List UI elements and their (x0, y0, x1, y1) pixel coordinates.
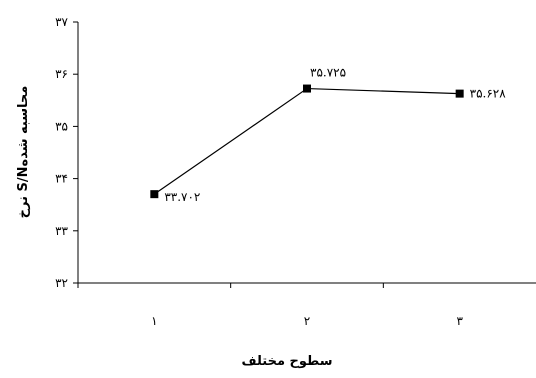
x-tick-label: ۳ (456, 314, 463, 328)
y-tick-label: ۳۷ (55, 15, 68, 29)
y-tick-label: ۳۲ (55, 276, 68, 290)
axes (77, 22, 536, 284)
data-point-marker (303, 84, 311, 93)
x-axis-title: سطوح مختلف (241, 354, 332, 369)
ticks: ۳۲ ۳۳ ۳۴ ۳۵ ۳۶ ۳۷ ۱ ۲ ۳ (55, 15, 463, 328)
y-tick-label: ۳۴ (55, 172, 68, 186)
data-point-marker (150, 190, 159, 199)
y-axis-title: نرخ S/Nمحاسبه شده (16, 86, 31, 219)
series: ۳۳.۷۰۲ ۳۵.۷۲۵ ۳۵.۶۲۸ (150, 66, 507, 204)
x-tick-label: ۲ (304, 314, 310, 328)
y-tick-label: ۳۵ (55, 119, 68, 133)
y-tick-label: ۳۶ (55, 67, 68, 81)
y-tick-label: ۳۳ (55, 224, 68, 238)
x-tick-label: ۱ (151, 314, 157, 328)
data-label: ۳۵.۷۲۵ (310, 66, 346, 80)
data-point-marker (455, 89, 464, 98)
data-label: ۳۳.۷۰۲ (164, 190, 200, 204)
series-line (153, 87, 460, 195)
data-label: ۳۵.۶۲۸ (470, 87, 507, 101)
